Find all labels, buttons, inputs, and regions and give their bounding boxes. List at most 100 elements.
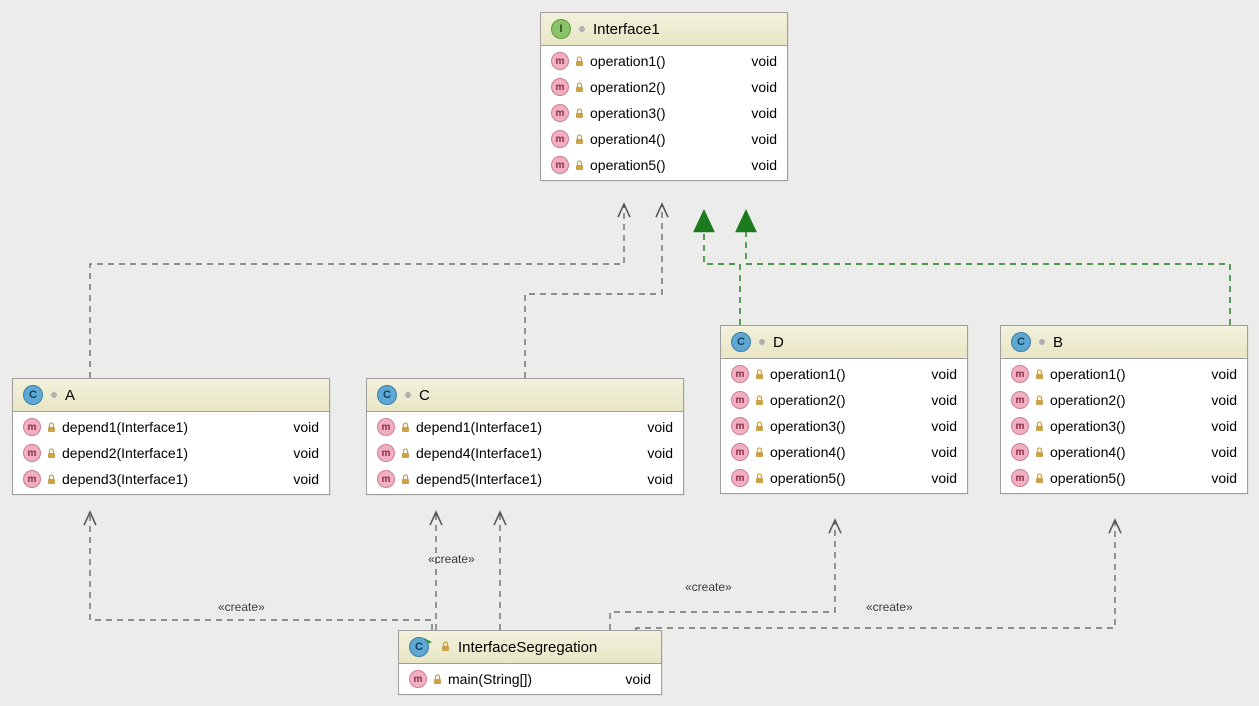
edge-b-interface1	[746, 212, 1230, 325]
method-icon: m	[731, 365, 749, 383]
interface-icon: I	[551, 19, 571, 39]
member-return: void	[913, 392, 957, 408]
class-icon: C	[377, 385, 397, 405]
member-signature: operation3()	[590, 105, 727, 121]
method-icon: m	[23, 470, 41, 488]
lock-icon	[575, 134, 584, 145]
node-c[interactable]: C C mdepend1(Interface1)void m depend4(Int…	[366, 378, 684, 495]
node-title: B	[1053, 334, 1063, 351]
member-signature: operation3()	[1050, 418, 1187, 434]
member-signature: operation5()	[1050, 470, 1187, 486]
member-signature: depend1(Interface1)	[62, 419, 269, 435]
label-create-d: «create»	[685, 580, 732, 594]
member-row: moperation5()void	[721, 465, 967, 491]
member-list: m depend1(Interface1) void m depend2(Interfa…	[13, 412, 329, 494]
lock-icon	[401, 448, 410, 459]
member-signature: depend2(Interface1)	[62, 445, 269, 461]
member-row: moperation2()void	[541, 74, 787, 100]
member-return: void	[1193, 470, 1237, 486]
member-signature: operation2()	[590, 79, 727, 95]
edge-d-interface1	[704, 212, 740, 325]
member-return: void	[1193, 418, 1237, 434]
method-icon: m	[377, 470, 395, 488]
member-return: void	[733, 157, 777, 173]
member-list: mdepend1(Interface1)void m depend4(Interfa…	[367, 412, 683, 494]
member-list: moperation1()voidmoperation2()voidmopera…	[1001, 359, 1247, 493]
method-icon: m	[551, 78, 569, 96]
node-d[interactable]: C D moperation1()voidmoperation2()voidmo…	[720, 325, 968, 494]
label-create-a: «create»	[218, 600, 265, 614]
member-row: m depend1(Interface1) void	[13, 414, 329, 440]
member-row: mdepend5(Interface1)void	[367, 466, 683, 492]
member-signature: depend1(Interface1)	[416, 419, 623, 435]
node-header: C C	[367, 379, 683, 412]
member-return: void	[733, 53, 777, 69]
node-title: D	[773, 334, 784, 351]
member-row: moperation4()void	[1001, 439, 1247, 465]
member-return: void	[733, 105, 777, 121]
member-signature: operation4()	[770, 444, 907, 460]
member-signature: operation5()	[770, 470, 907, 486]
class-icon: C	[731, 332, 751, 352]
lock-icon	[1035, 421, 1044, 432]
member-signature: operation1()	[770, 366, 907, 382]
method-icon: m	[23, 418, 41, 436]
node-interfacesegregation[interactable]: C InterfaceSegregation mmain(String[])vo…	[398, 630, 662, 695]
method-icon: m	[1011, 417, 1029, 435]
member-row: moperation3()void	[541, 100, 787, 126]
node-header: C D	[721, 326, 967, 359]
lock-icon	[575, 56, 584, 67]
member-row: m operation2() void	[721, 387, 967, 413]
method-icon: m	[731, 469, 749, 487]
member-signature: main(String[])	[448, 671, 601, 687]
class-icon: C	[1011, 332, 1031, 352]
node-header: I Interface1	[541, 13, 787, 46]
member-return: void	[1193, 444, 1237, 460]
method-icon: m	[551, 130, 569, 148]
member-signature: operation1()	[1050, 366, 1187, 382]
member-return: void	[275, 419, 319, 435]
method-icon: m	[377, 444, 395, 462]
member-signature: operation1()	[590, 53, 727, 69]
method-icon: m	[731, 391, 749, 409]
member-list: m operation1() void m operation2() void m opera…	[541, 46, 787, 180]
lock-icon	[401, 422, 410, 433]
node-a[interactable]: C A m depend1(Interface1) void m depend2(Int…	[12, 378, 330, 495]
node-interface1[interactable]: I Interface1 m operation1() void m operation…	[540, 12, 788, 181]
node-title: C	[419, 387, 430, 404]
visibility-dot-icon	[759, 339, 765, 345]
member-row: moperation4()void	[721, 439, 967, 465]
member-return: void	[733, 131, 777, 147]
lock-icon	[1035, 395, 1044, 406]
lock-icon	[575, 160, 584, 171]
node-b[interactable]: C B moperation1()voidmoperation2()voidmo…	[1000, 325, 1248, 494]
lock-icon	[1035, 369, 1044, 380]
member-signature: depend5(Interface1)	[416, 471, 623, 487]
node-header: C B	[1001, 326, 1247, 359]
member-signature: operation4()	[1050, 444, 1187, 460]
member-return: void	[1193, 366, 1237, 382]
lock-icon	[1035, 473, 1044, 484]
member-return: void	[1193, 392, 1237, 408]
node-header: C A	[13, 379, 329, 412]
member-return: void	[607, 671, 651, 687]
lock-icon	[401, 474, 410, 485]
member-row: m operation3() void	[1001, 413, 1247, 439]
member-row: mdepend1(Interface1)void	[367, 414, 683, 440]
member-return: void	[913, 366, 957, 382]
lock-icon	[755, 473, 764, 484]
member-signature: depend4(Interface1)	[416, 445, 623, 461]
member-signature: operation3()	[770, 418, 907, 434]
lock-icon	[575, 82, 584, 93]
lock-icon	[441, 639, 450, 656]
edge-a-interface1	[90, 204, 624, 378]
member-row: moperation1()void	[1001, 361, 1247, 387]
class-icon: C	[409, 637, 429, 657]
method-icon: m	[23, 444, 41, 462]
label-create-c: «create»	[428, 552, 475, 566]
method-icon: m	[551, 156, 569, 174]
member-signature: operation2()	[770, 392, 907, 408]
member-row: m operation1() void	[721, 361, 967, 387]
method-icon: m	[409, 670, 427, 688]
member-signature: operation2()	[1050, 392, 1187, 408]
